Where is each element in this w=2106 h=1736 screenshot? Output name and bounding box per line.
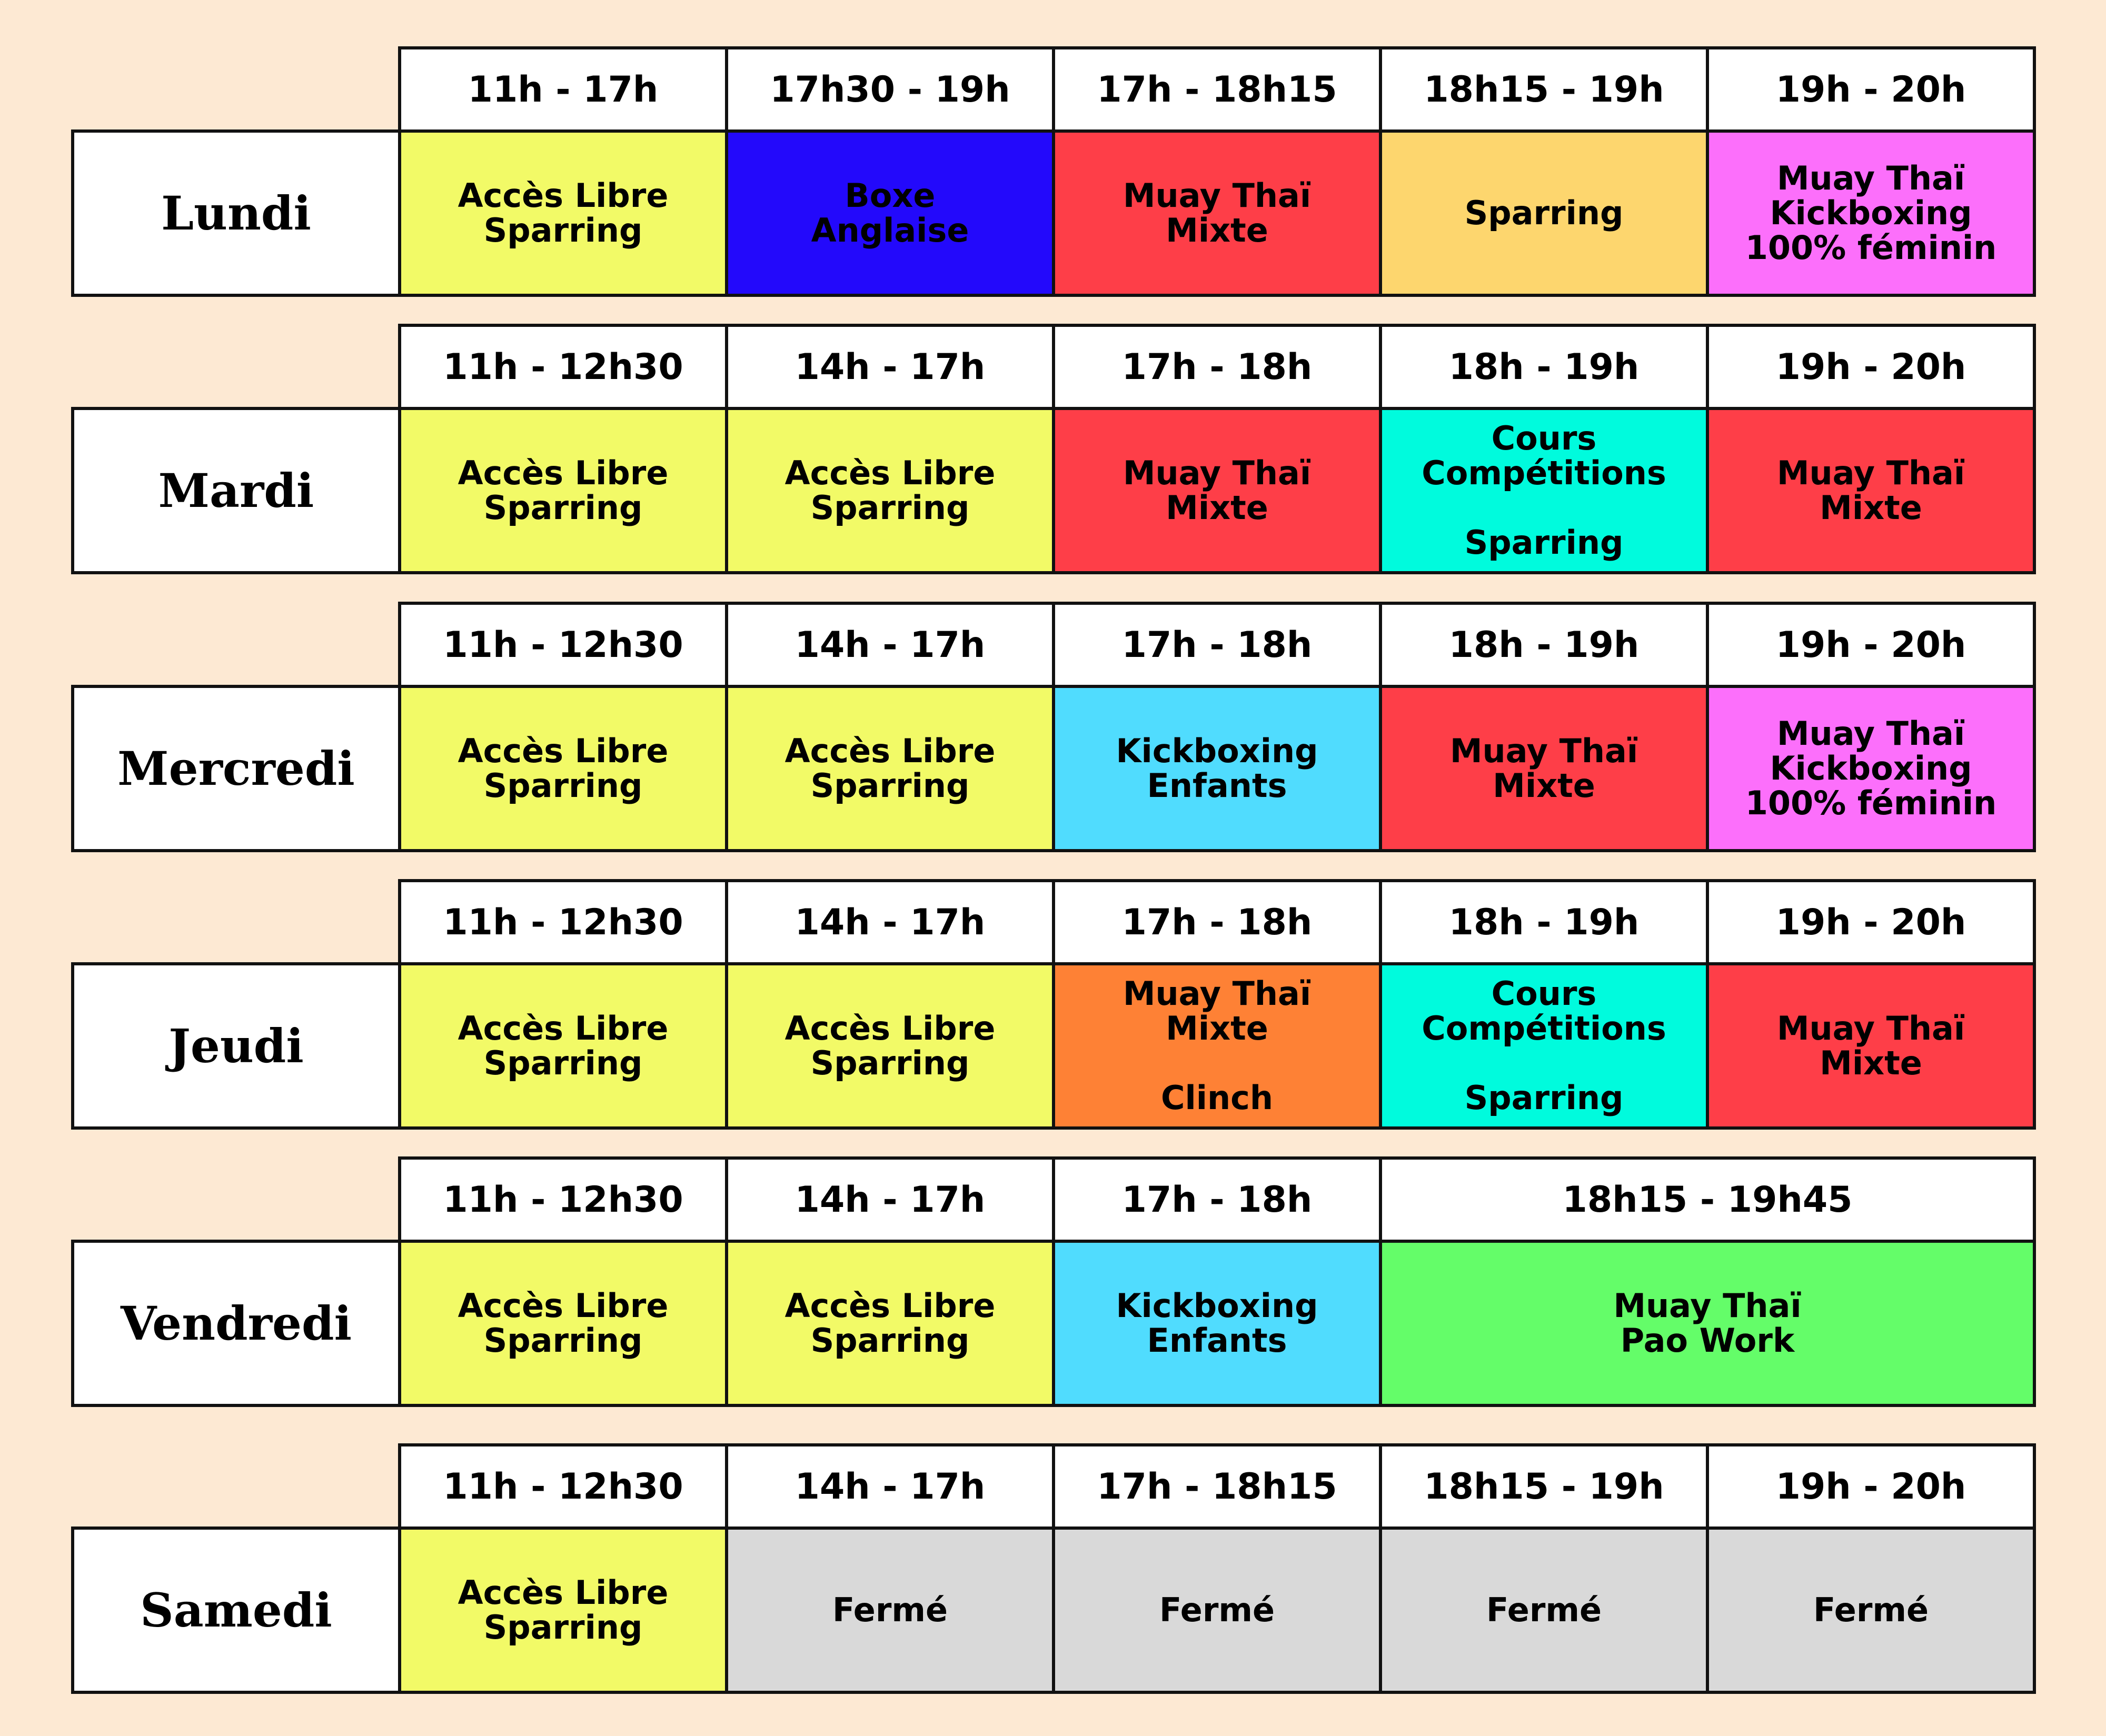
day-label: Lundi	[71, 129, 401, 297]
time-slot-header: 17h - 18h15	[1052, 1443, 1382, 1530]
time-slot-header: 11h - 12h30	[398, 324, 728, 410]
time-slot-header: 11h - 12h30	[398, 1443, 728, 1530]
activity-cell: Muay Thaï Kickboxing 100% féminin	[1706, 685, 2036, 852]
activity-cell: Cours Compétitions Sparring	[1379, 962, 1709, 1130]
time-slot-header: 19h - 20h	[1706, 602, 2036, 688]
time-slot-header: 19h - 20h	[1706, 46, 2036, 133]
activity-cell: Kickboxing Enfants	[1052, 1240, 1382, 1407]
time-slot-header: 19h - 20h	[1706, 879, 2036, 965]
activity-cell: Muay Thaï Mixte	[1379, 685, 1709, 852]
time-slot-header: 14h - 17h	[725, 1156, 1055, 1243]
time-slot-header: 17h - 18h	[1052, 1156, 1382, 1243]
time-slot-header: 11h - 12h30	[398, 1156, 728, 1243]
time-slot-header: 19h - 20h	[1706, 324, 2036, 410]
time-slot-header: 17h - 18h	[1052, 602, 1382, 688]
time-slot-header: 14h - 17h	[725, 879, 1055, 965]
activity-cell: Fermé	[725, 1527, 1055, 1694]
activity-cell: Muay Thaï Pao Work	[1379, 1240, 2036, 1407]
activity-cell: Accès Libre Sparring	[398, 962, 728, 1130]
activity-cell: Fermé	[1706, 1527, 2036, 1694]
time-slot-header: 17h - 18h15	[1052, 46, 1382, 133]
activity-cell: Fermé	[1379, 1527, 1709, 1694]
time-slot-header: 18h - 19h	[1379, 324, 1709, 410]
activity-cell: Muay Thaï Mixte	[1052, 129, 1382, 297]
activity-cell: Accès Libre Sparring	[725, 1240, 1055, 1407]
day-label: Mercredi	[71, 685, 401, 852]
activity-cell: Accès Libre Sparring	[398, 685, 728, 852]
time-slot-header: 18h15 - 19h45	[1379, 1156, 2036, 1243]
time-slot-header: 18h - 19h	[1379, 879, 1709, 965]
activity-cell: Kickboxing Enfants	[1052, 685, 1382, 852]
time-slot-header: 11h - 12h30	[398, 602, 728, 688]
time-slot-header: 18h15 - 19h	[1379, 46, 1709, 133]
day-label: Jeudi	[71, 962, 401, 1130]
time-slot-header: 19h - 20h	[1706, 1443, 2036, 1530]
activity-cell: Fermé	[1052, 1527, 1382, 1694]
time-slot-header: 17h - 18h	[1052, 324, 1382, 410]
activity-cell: Muay Thaï Kickboxing 100% féminin	[1706, 129, 2036, 297]
time-slot-header: 17h - 18h	[1052, 879, 1382, 965]
activity-cell: Muay Thaï Mixte	[1052, 407, 1382, 574]
time-slot-header: 14h - 17h	[725, 324, 1055, 410]
activity-cell: Accès Libre Sparring	[398, 1527, 728, 1694]
day-label: Mardi	[71, 407, 401, 574]
time-slot-header: 11h - 12h30	[398, 879, 728, 965]
activity-cell: Muay Thaï Mixte	[1706, 407, 2036, 574]
time-slot-header: 18h - 19h	[1379, 602, 1709, 688]
activity-cell: Muay Thaï Mixte Clinch	[1052, 962, 1382, 1130]
time-slot-header: 18h15 - 19h	[1379, 1443, 1709, 1530]
activity-cell: Accès Libre Sparring	[398, 1240, 728, 1407]
activity-cell: Accès Libre Sparring	[725, 962, 1055, 1130]
activity-cell: Accès Libre Sparring	[725, 685, 1055, 852]
activity-cell: Boxe Anglaise	[725, 129, 1055, 297]
time-slot-header: 17h30 - 19h	[725, 46, 1055, 133]
activity-cell: Accès Libre Sparring	[398, 129, 728, 297]
activity-cell: Accès Libre Sparring	[398, 407, 728, 574]
day-label: Vendredi	[71, 1240, 401, 1407]
activity-cell: Sparring	[1379, 129, 1709, 297]
time-slot-header: 11h - 17h	[398, 46, 728, 133]
activity-cell: Accès Libre Sparring	[725, 407, 1055, 574]
time-slot-header: 14h - 17h	[725, 602, 1055, 688]
day-label: Samedi	[71, 1527, 401, 1694]
time-slot-header: 14h - 17h	[725, 1443, 1055, 1530]
activity-cell: Cours Compétitions Sparring	[1379, 407, 1709, 574]
activity-cell: Muay Thaï Mixte	[1706, 962, 2036, 1130]
